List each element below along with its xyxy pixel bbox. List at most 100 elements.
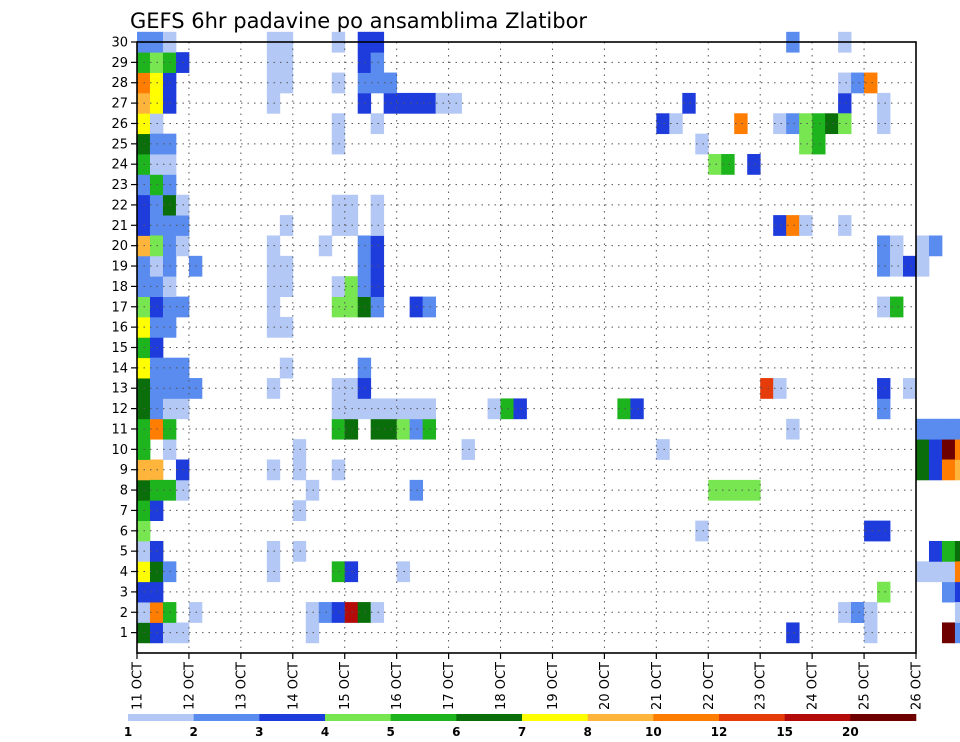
heatmap-cell bbox=[773, 378, 787, 399]
heatmap-cell bbox=[916, 439, 930, 460]
heatmap-cell bbox=[877, 581, 891, 603]
heatmap-cell bbox=[928, 418, 943, 440]
legend-swatch bbox=[784, 714, 851, 721]
heatmap-cell bbox=[916, 459, 930, 481]
y-tick-label: 3 bbox=[120, 585, 128, 600]
heatmap-cell bbox=[396, 561, 411, 583]
heatmap-cell bbox=[864, 72, 878, 94]
heatmap-cell bbox=[448, 92, 462, 114]
heatmap-cell bbox=[396, 92, 411, 114]
heatmap-cell bbox=[928, 235, 943, 257]
heatmap-cell bbox=[292, 439, 307, 460]
heatmap-cell bbox=[370, 418, 385, 440]
heatmap-cell bbox=[877, 520, 891, 542]
heatmap-cell bbox=[851, 602, 865, 623]
heatmap-cell bbox=[838, 72, 852, 94]
heatmap-cell bbox=[305, 479, 320, 501]
heatmap-cell bbox=[838, 602, 852, 623]
x-tick-label: 13 OCT bbox=[234, 662, 249, 710]
y-tick-label: 14 bbox=[111, 361, 128, 376]
heatmap-cell bbox=[344, 561, 359, 583]
heatmap-cell bbox=[409, 92, 424, 114]
x-tick-label: 12 OCT bbox=[182, 662, 197, 710]
heatmap-cell bbox=[370, 235, 385, 257]
legend-swatch bbox=[390, 714, 457, 721]
heatmap-cell bbox=[331, 296, 346, 318]
y-axis: 1234567891011121314151617181920212223242… bbox=[111, 36, 137, 641]
heatmap-cell bbox=[890, 296, 904, 318]
heatmap-cell bbox=[344, 296, 359, 318]
legend-label: 2 bbox=[189, 725, 197, 739]
heatmap-cell bbox=[941, 540, 956, 562]
y-tick-label: 20 bbox=[111, 239, 128, 254]
heatmap-cell bbox=[954, 581, 960, 603]
legend-swatch bbox=[456, 714, 523, 721]
legend-label: 8 bbox=[583, 725, 591, 739]
legend-label: 15 bbox=[776, 725, 793, 739]
heatmap-cell bbox=[487, 398, 501, 420]
x-tick-label: 22 OCT bbox=[702, 662, 717, 710]
heatmap-cell bbox=[721, 154, 735, 175]
heatmap-cell bbox=[500, 398, 514, 420]
heatmap-cell bbox=[708, 154, 722, 175]
heatmap-cell bbox=[877, 113, 891, 135]
y-tick-label: 6 bbox=[120, 524, 128, 539]
y-tick-label: 2 bbox=[120, 606, 128, 621]
heatmap-cell bbox=[370, 215, 385, 236]
y-tick-label: 23 bbox=[111, 178, 128, 193]
heatmap-cell bbox=[370, 255, 385, 277]
legend-swatch bbox=[719, 714, 785, 721]
x-axis: 11 OCT 12 OCT 13 OCT 14 OCT 15 OCT 16 OCT 17 O… bbox=[131, 653, 925, 710]
y-tick-label: 30 bbox=[111, 36, 128, 51]
heatmap-cell bbox=[954, 418, 960, 440]
heatmap-cell bbox=[370, 52, 385, 73]
heatmap-cell bbox=[370, 72, 385, 94]
heatmap-cell bbox=[799, 113, 813, 135]
x-tick-label: 19 OCT bbox=[546, 662, 561, 710]
y-tick-label: 29 bbox=[111, 56, 128, 71]
heatmap-cell bbox=[331, 459, 346, 481]
heatmap-cell bbox=[344, 194, 359, 216]
heatmap-cell bbox=[656, 439, 670, 460]
y-tick-label: 18 bbox=[111, 280, 128, 295]
heatmap-cell bbox=[396, 398, 411, 420]
y-tick-label: 22 bbox=[111, 198, 128, 213]
heatmap-cell bbox=[370, 113, 385, 135]
heatmap-cell bbox=[656, 113, 670, 135]
heatmap-cell bbox=[877, 92, 891, 114]
heatmap-cell bbox=[370, 276, 385, 297]
heatmap-cell bbox=[461, 439, 475, 460]
heatmap-cell bbox=[331, 72, 346, 94]
heatmap-cell bbox=[669, 113, 683, 135]
heatmap-cell bbox=[773, 113, 787, 135]
heatmap-cell bbox=[344, 418, 359, 440]
heatmap-cell bbox=[409, 296, 424, 318]
heatmap-cell bbox=[318, 602, 333, 623]
heatmap-cell bbox=[370, 602, 385, 623]
y-tick-label: 21 bbox=[111, 219, 128, 234]
legend-label: 1 bbox=[124, 725, 132, 739]
heatmap-cell bbox=[877, 398, 891, 420]
heatmap-cell bbox=[916, 255, 930, 277]
heatmap-cell bbox=[864, 520, 878, 542]
heatmap-cell bbox=[305, 622, 320, 644]
heatmap-cell bbox=[941, 622, 956, 644]
heatmap-cell bbox=[682, 92, 696, 114]
legend-swatch bbox=[653, 714, 720, 721]
heatmap-cell bbox=[903, 255, 917, 277]
heatmap-cell bbox=[331, 215, 346, 236]
heatmap-cell bbox=[331, 194, 346, 216]
heatmap-cell bbox=[954, 540, 960, 562]
x-tick-label: 23 OCT bbox=[754, 662, 769, 710]
heatmap-cell bbox=[890, 235, 904, 257]
heatmap-cell bbox=[838, 113, 852, 135]
heatmap-cell bbox=[941, 581, 956, 603]
heatmap-cell bbox=[786, 215, 800, 236]
heatmap-cell bbox=[890, 255, 904, 277]
x-tick-label: 14 OCT bbox=[286, 662, 301, 710]
heatmap-cell bbox=[513, 398, 527, 420]
legend-label: 3 bbox=[255, 725, 263, 739]
heatmap-cell bbox=[747, 479, 761, 501]
legend-label: 5 bbox=[386, 725, 394, 739]
heatmap-cell bbox=[903, 378, 917, 399]
